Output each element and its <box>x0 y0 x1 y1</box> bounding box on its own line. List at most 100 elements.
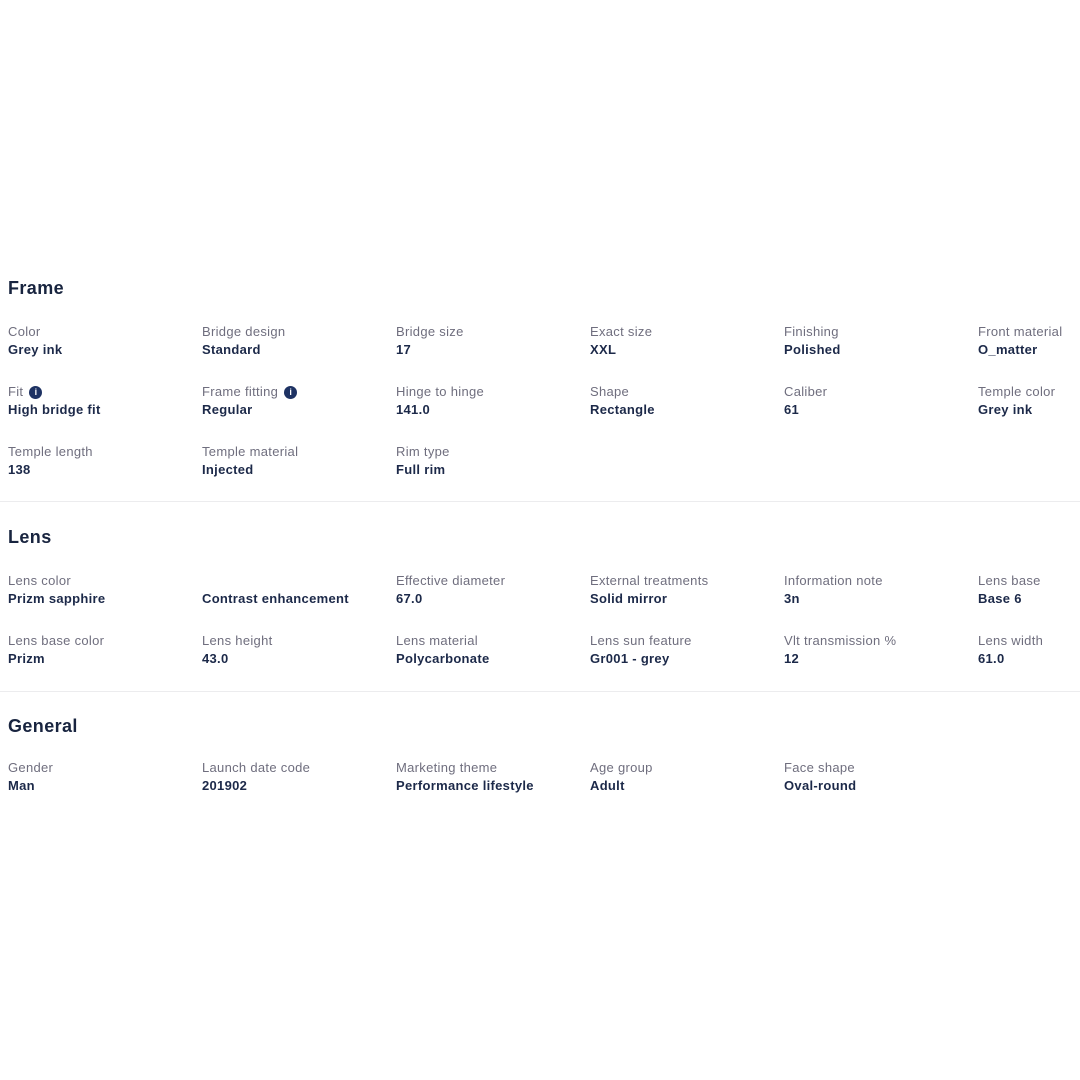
spec-value: Base 6 <box>978 591 1022 606</box>
spec-item: Gender Man <box>8 759 202 795</box>
spec-value: 141.0 <box>396 402 431 417</box>
spec-label: Lens height <box>202 633 273 648</box>
spec-value: High bridge fit <box>8 402 101 417</box>
spec-value: Performance lifestyle <box>396 778 534 793</box>
general-spec-grid: Gender Man Launch date code 201902 Marke… <box>8 759 1080 795</box>
spec-value: Adult <box>590 778 625 793</box>
spec-value: Standard <box>202 342 261 357</box>
spec-item: Bridge design Standard <box>202 323 396 359</box>
section-title-lens: Lens <box>8 527 52 547</box>
spec-value: Oval-round <box>784 778 857 793</box>
spec-value: O_matter <box>978 342 1038 357</box>
spec-value: Rectangle <box>590 402 655 417</box>
spec-label: Gender <box>8 760 54 775</box>
spec-label: Hinge to hinge <box>396 384 485 399</box>
spec-label: Lens base <box>978 573 1041 588</box>
spec-value: Grey ink <box>978 402 1033 417</box>
spec-label: Fit <box>8 384 24 399</box>
spec-item: Vlt transmission % 12 <box>784 632 978 668</box>
spec-value: 3n <box>784 591 800 606</box>
spec-label: Temple color <box>978 384 1056 399</box>
spec-item: Lens base Base 6 <box>978 572 1080 608</box>
spec-label: Temple length <box>8 444 93 459</box>
spec-value: Man <box>8 778 35 793</box>
spec-label: Launch date code <box>202 760 311 775</box>
spec-value: Polycarbonate <box>396 651 490 666</box>
spec-label: Effective diameter <box>396 573 506 588</box>
spec-item: Lens height 43.0 <box>202 632 396 668</box>
spec-item: Age group Adult <box>590 759 784 795</box>
spec-label: Lens sun feature <box>590 633 692 648</box>
spec-label: Bridge design <box>202 324 286 339</box>
spec-value: Contrast enhancement <box>202 591 349 606</box>
spec-label: Exact size <box>590 324 653 339</box>
spec-label: Rim type <box>396 444 450 459</box>
frame-spec-grid: Color Grey ink Bridge design Standard Br… <box>8 323 1080 479</box>
spec-item: Contrast enhancement <box>202 572 396 608</box>
spec-item: Front material O_matter <box>978 323 1080 359</box>
spec-label: Lens width <box>978 633 1044 648</box>
spec-label: Lens material <box>396 633 478 648</box>
spec-item: Lens color Prizm sapphire <box>8 572 202 608</box>
spec-item: Launch date code 201902 <box>202 759 396 795</box>
spec-item: Caliber 61 <box>784 383 978 419</box>
spec-label: Caliber <box>784 384 828 399</box>
spec-value: 12 <box>784 651 800 666</box>
spec-item: Information note 3n <box>784 572 978 608</box>
spec-value: 138 <box>8 462 31 477</box>
spec-item: Bridge size 17 <box>396 323 590 359</box>
spec-item: Lens base color Prizm <box>8 632 202 668</box>
spec-value: Solid mirror <box>590 591 668 606</box>
info-icon[interactable]: i <box>284 385 298 399</box>
spec-label: Face shape <box>784 760 855 775</box>
section-divider <box>0 501 1080 502</box>
spec-item: Face shape Oval-round <box>784 759 978 795</box>
spec-value: Grey ink <box>8 342 63 357</box>
spec-item: Fit i High bridge fit <box>8 383 202 419</box>
spec-value: 61.0 <box>978 651 1005 666</box>
spec-value: Regular <box>202 402 253 417</box>
spec-item: Exact size XXL <box>590 323 784 359</box>
spec-label: Lens color <box>8 573 71 588</box>
spec-item: Lens material Polycarbonate <box>396 632 590 668</box>
spec-label: Front material <box>978 324 1063 339</box>
lens-spec-grid: Lens color Prizm sapphire Contrast enhan… <box>8 572 1080 668</box>
spec-value: Prizm sapphire <box>8 591 106 606</box>
info-icon[interactable]: i <box>29 385 43 399</box>
spec-item: Marketing theme Performance lifestyle <box>396 759 590 795</box>
spec-label: Marketing theme <box>396 760 498 775</box>
spec-label: Lens base color <box>8 633 105 648</box>
spec-label: Shape <box>590 384 630 399</box>
spec-item: Shape Rectangle <box>590 383 784 419</box>
spec-label: Temple material <box>202 444 299 459</box>
section-title-frame: Frame <box>8 278 65 298</box>
top-spacer <box>8 0 1080 279</box>
spec-value: Injected <box>202 462 254 477</box>
spec-item: Hinge to hinge 141.0 <box>396 383 590 419</box>
spec-label: Bridge size <box>396 324 464 339</box>
spec-item: External treatments Solid mirror <box>590 572 784 608</box>
spec-label: Finishing <box>784 324 839 339</box>
spec-label: Frame fitting <box>202 384 279 399</box>
spec-item: Temple length 138 <box>8 443 202 479</box>
spec-value: 17 <box>396 342 412 357</box>
spec-value: 61 <box>784 402 800 417</box>
spec-value: 201902 <box>202 778 248 793</box>
spec-item: Temple color Grey ink <box>978 383 1080 419</box>
spec-value: Polished <box>784 342 841 357</box>
spec-value: 43.0 <box>202 651 229 666</box>
spec-item: Effective diameter 67.0 <box>396 572 590 608</box>
spec-item: Rim type Full rim <box>396 443 590 479</box>
spec-item: Finishing Polished <box>784 323 978 359</box>
spec-value: XXL <box>590 342 617 357</box>
specs-content: Frame Color Grey ink Bridge design Stand… <box>0 0 1080 795</box>
section-divider <box>0 691 1080 692</box>
spec-item: Color Grey ink <box>8 323 202 359</box>
section-title-general: General <box>8 716 78 736</box>
spec-label: Information note <box>784 573 883 588</box>
spec-item: Temple material Injected <box>202 443 396 479</box>
spec-value: Prizm <box>8 651 45 666</box>
spec-label: External treatments <box>590 573 709 588</box>
spec-label: Age group <box>590 760 653 775</box>
